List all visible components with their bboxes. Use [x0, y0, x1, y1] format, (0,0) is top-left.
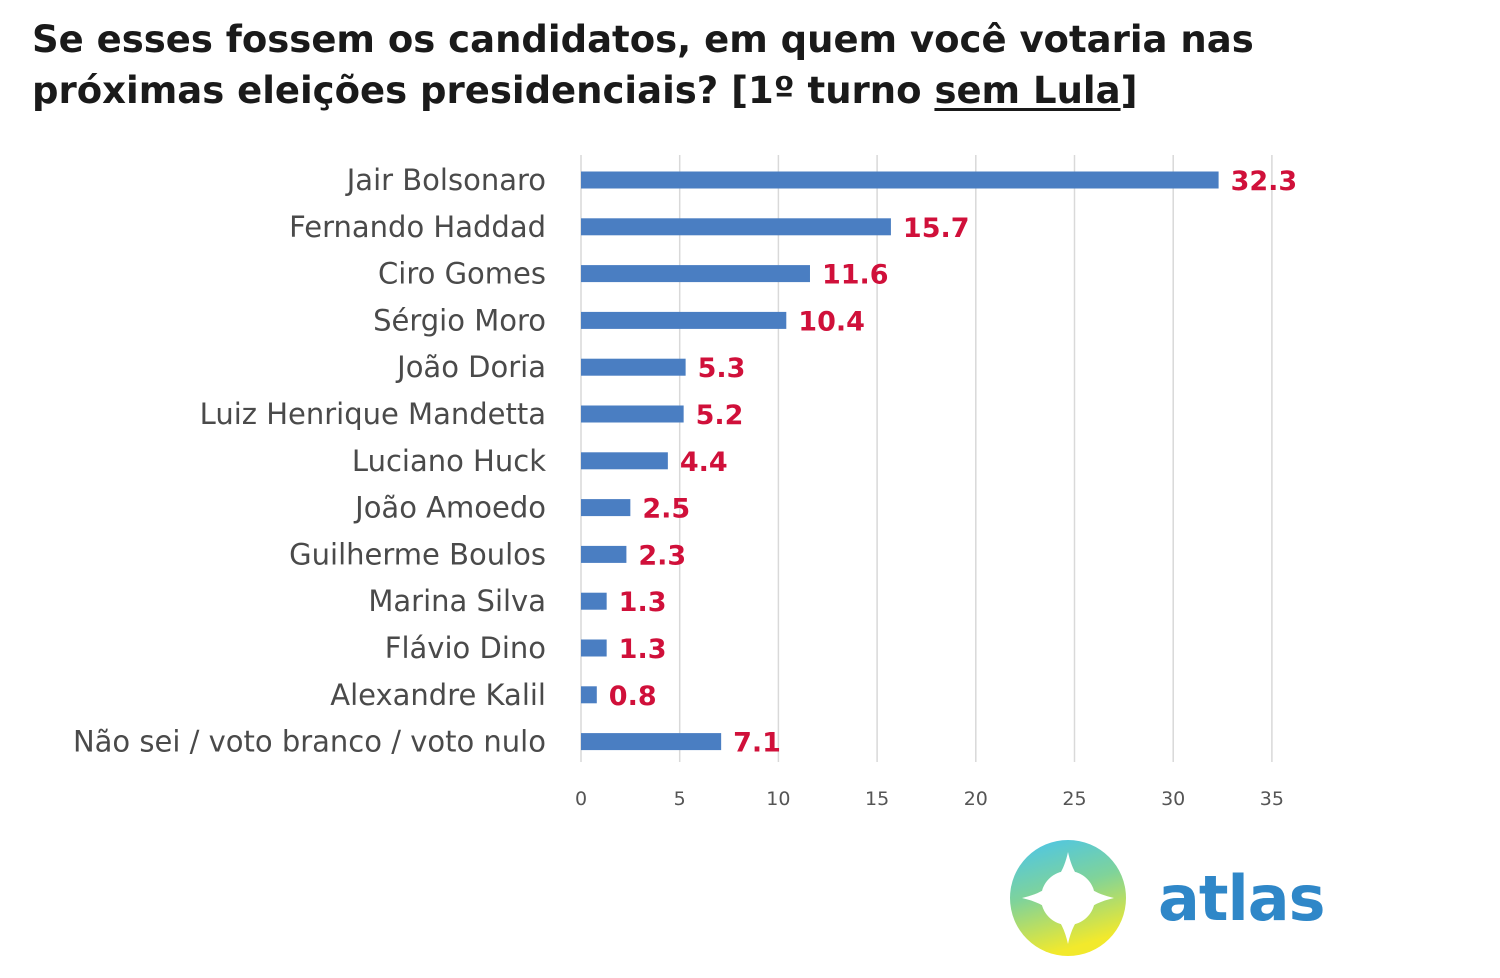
category-label: João Doria: [395, 350, 546, 384]
data-label: 15.7: [903, 213, 970, 244]
x-tick-label: 20: [964, 788, 988, 810]
data-label: 0.8: [609, 681, 657, 712]
data-label: 1.3: [619, 587, 667, 618]
category-label: Flávio Dino: [385, 631, 546, 665]
category-label: Sérgio Moro: [373, 303, 546, 337]
atlas-logo: atlas: [1008, 840, 1325, 960]
bars: [581, 171, 1219, 751]
category-label: Alexandre Kalil: [330, 678, 546, 712]
bar: [581, 733, 722, 751]
data-label: 4.4: [680, 447, 728, 478]
category-label: Jair Bolsonaro: [345, 163, 546, 197]
x-tick-label: 25: [1062, 788, 1086, 810]
chart-title: Se esses fossem os candidatos, em quem v…: [32, 14, 1452, 116]
bar: [581, 686, 597, 704]
bar: [581, 452, 668, 470]
x-tick-label: 35: [1260, 788, 1284, 810]
labels: Jair Bolsonaro 32.3 Fernando Haddad 15.7 Cir…: [73, 163, 1297, 759]
data-label: 5.3: [698, 353, 746, 384]
bar: [581, 545, 627, 563]
category-label: Marina Silva: [368, 584, 546, 618]
atlas-logo-mark-icon: [1010, 840, 1126, 956]
bar: [581, 171, 1219, 189]
title-underlined-text: sem Lula: [934, 69, 1121, 112]
data-label: 2.3: [638, 540, 686, 571]
bar-chart: Jair Bolsonaro 32.3 Fernando Haddad 15.7 Cir…: [73, 155, 1297, 810]
bar: [581, 592, 607, 610]
category-label: Guilherme Boulos: [289, 537, 546, 571]
x-axis-ticks: 0 5 10 15 20 25 30 35: [575, 788, 1284, 810]
bar: [581, 639, 607, 657]
data-label: 10.4: [798, 306, 865, 337]
data-label: 2.5: [642, 494, 690, 525]
category-label: Luciano Huck: [352, 444, 546, 478]
bar: [581, 358, 686, 376]
x-tick-label: 0: [575, 788, 587, 810]
category-label: Não sei / voto branco / voto nulo: [73, 725, 546, 759]
bar: [581, 218, 891, 236]
category-label: João Amoedo: [353, 491, 546, 525]
bar: [581, 265, 810, 283]
x-tick-label: 15: [865, 788, 889, 810]
data-label: 32.3: [1231, 166, 1298, 197]
title-text: Se esses fossem os candidatos, em quem v…: [32, 18, 1254, 112]
bar: [581, 499, 631, 517]
bar: [581, 311, 787, 329]
x-tick-label: 10: [766, 788, 790, 810]
data-label: 11.6: [822, 260, 889, 291]
title-text-end: ]: [1120, 69, 1138, 112]
bar: [581, 405, 684, 423]
category-label: Fernando Haddad: [289, 210, 546, 244]
data-label: 5.2: [696, 400, 744, 431]
x-tick-label: 30: [1161, 788, 1185, 810]
category-label: Ciro Gomes: [378, 257, 546, 291]
data-label: 7.1: [733, 728, 781, 759]
x-tick-label: 5: [674, 788, 686, 810]
data-label: 1.3: [619, 634, 667, 665]
atlas-logo-text: atlas: [1158, 862, 1325, 935]
category-label: Luiz Henrique Mandetta: [200, 397, 546, 431]
